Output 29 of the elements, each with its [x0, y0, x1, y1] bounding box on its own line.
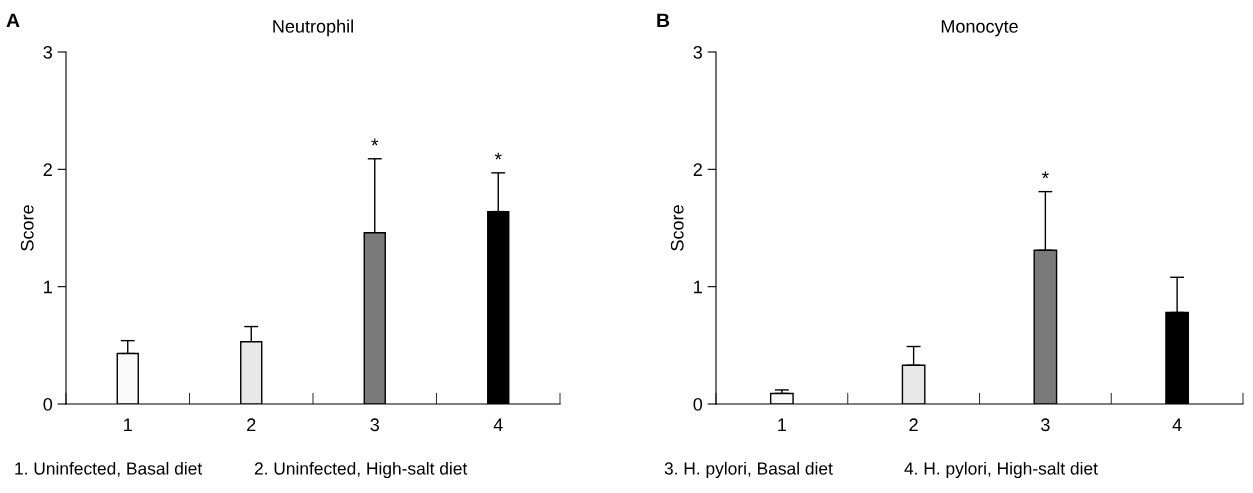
y-tick-label: 0	[693, 397, 703, 411]
chart-title: Neutrophil	[273, 19, 353, 37]
text: 4. H. pylori, High-salt diet	[904, 461, 1098, 479]
y-tick-label: 2	[693, 163, 702, 176]
y-tick-label: 2	[43, 163, 52, 176]
y-tick-label: 0	[43, 397, 53, 411]
annotation: *	[494, 152, 502, 160]
x-tick-label: 2	[247, 418, 256, 431]
text: 3. H. pylori, Basal diet	[664, 461, 833, 479]
y-tick-label: 1	[44, 280, 52, 294]
y-tick-label: 3	[693, 45, 703, 59]
x-tick-label: 3	[1041, 418, 1050, 432]
x-tick-label: 3	[370, 418, 379, 432]
chart-title: Monocyte	[941, 20, 1018, 37]
x-tick-label: 2	[909, 418, 918, 431]
annotation: *	[371, 138, 379, 146]
text: 2. Uninfected, High-salt diet	[254, 461, 468, 479]
annotation: *	[1041, 171, 1049, 179]
text: A	[6, 13, 20, 28]
text: B	[657, 13, 670, 28]
x-tick-label: 1	[124, 418, 132, 431]
y-tick-label: 1	[694, 280, 702, 294]
y-axis-title: Score	[670, 205, 684, 251]
y-tick-label: 3	[43, 45, 53, 59]
x-tick-label: 4	[1172, 418, 1182, 431]
text: 1. Uninfected, Basal diet	[15, 461, 203, 477]
x-tick-label: 4	[493, 418, 503, 431]
x-tick-label: 1	[778, 418, 787, 431]
y-axis-title: Score	[20, 205, 34, 251]
